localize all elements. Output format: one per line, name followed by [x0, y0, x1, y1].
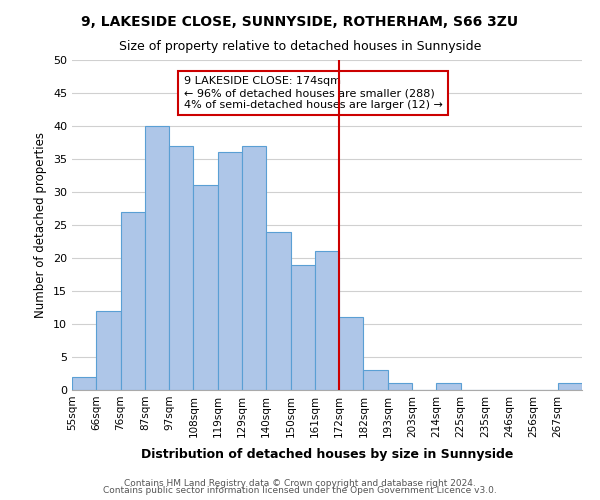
Bar	[558, 384, 582, 390]
Y-axis label: Number of detached properties: Number of detached properties	[34, 132, 47, 318]
Bar	[169, 146, 193, 390]
X-axis label: Distribution of detached houses by size in Sunnyside: Distribution of detached houses by size …	[141, 448, 513, 461]
Bar	[290, 264, 315, 390]
Bar	[266, 232, 290, 390]
Bar	[121, 212, 145, 390]
Text: Size of property relative to detached houses in Sunnyside: Size of property relative to detached ho…	[119, 40, 481, 53]
Bar	[218, 152, 242, 390]
Bar	[96, 311, 121, 390]
Bar	[339, 318, 364, 390]
Bar	[364, 370, 388, 390]
Text: Contains public sector information licensed under the Open Government Licence v3: Contains public sector information licen…	[103, 486, 497, 495]
Bar	[193, 186, 218, 390]
Bar	[72, 377, 96, 390]
Bar	[436, 384, 461, 390]
Text: 9, LAKESIDE CLOSE, SUNNYSIDE, ROTHERHAM, S66 3ZU: 9, LAKESIDE CLOSE, SUNNYSIDE, ROTHERHAM,…	[82, 15, 518, 29]
Bar	[315, 252, 339, 390]
Bar	[145, 126, 169, 390]
Bar	[388, 384, 412, 390]
Text: 9 LAKESIDE CLOSE: 174sqm
← 96% of detached houses are smaller (288)
4% of semi-d: 9 LAKESIDE CLOSE: 174sqm ← 96% of detach…	[184, 76, 443, 110]
Bar	[242, 146, 266, 390]
Text: Contains HM Land Registry data © Crown copyright and database right 2024.: Contains HM Land Registry data © Crown c…	[124, 478, 476, 488]
